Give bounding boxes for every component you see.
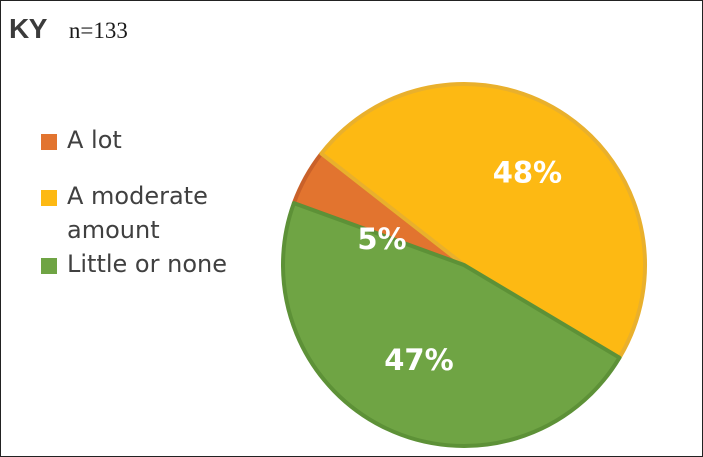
legend-swatch-little bbox=[41, 258, 57, 274]
chart-header: KY n=133 bbox=[9, 13, 128, 45]
pie-slice-moderate bbox=[319, 82, 647, 360]
legend-label-a-lot: A lot bbox=[67, 126, 122, 154]
pie-label-moderate: 48% bbox=[493, 155, 562, 189]
legend-label-little: Little or none bbox=[67, 250, 227, 278]
pie-label-little: 47% bbox=[384, 343, 453, 377]
legend-item-moderate: A moderate amount bbox=[41, 179, 281, 247]
legend-item-a-lot: A lot bbox=[41, 123, 281, 157]
legend-item-little: Little or none bbox=[41, 247, 281, 281]
legend-label-moderate: A moderate amount bbox=[67, 182, 208, 244]
pie-label-a-lot: 5% bbox=[357, 222, 406, 256]
state-label: KY bbox=[9, 13, 47, 44]
legend: A lot A moderate amount Little or none bbox=[41, 123, 281, 281]
sample-size-label: n=133 bbox=[68, 18, 128, 43]
legend-swatch-moderate bbox=[41, 190, 57, 206]
pie-slice-little bbox=[281, 201, 622, 448]
legend-swatch-a-lot bbox=[41, 134, 57, 150]
